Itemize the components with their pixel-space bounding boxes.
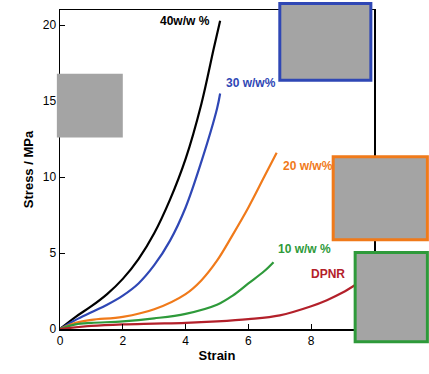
svg-text:2: 2 bbox=[119, 334, 126, 348]
svg-text:10: 10 bbox=[43, 170, 57, 184]
svg-text:0: 0 bbox=[49, 322, 56, 336]
svg-text:DPNR: DPNR bbox=[311, 267, 345, 281]
svg-text:4: 4 bbox=[182, 334, 189, 348]
svg-text:6: 6 bbox=[245, 334, 252, 348]
svg-text:Strain: Strain bbox=[199, 348, 236, 363]
svg-text:40w/w %: 40w/w % bbox=[160, 14, 210, 28]
svg-text:5: 5 bbox=[49, 246, 56, 260]
svg-text:Stress / MPa: Stress / MPa bbox=[21, 130, 36, 208]
svg-text:20: 20 bbox=[43, 18, 57, 32]
svg-text:30 w/w%: 30 w/w% bbox=[226, 76, 276, 90]
svg-text:20 w/w%: 20 w/w% bbox=[283, 159, 333, 173]
svg-text:15: 15 bbox=[43, 94, 57, 108]
svg-text:10 w/w %: 10 w/w % bbox=[278, 242, 331, 256]
svg-text:8: 8 bbox=[308, 334, 315, 348]
svg-text:0: 0 bbox=[57, 334, 64, 348]
